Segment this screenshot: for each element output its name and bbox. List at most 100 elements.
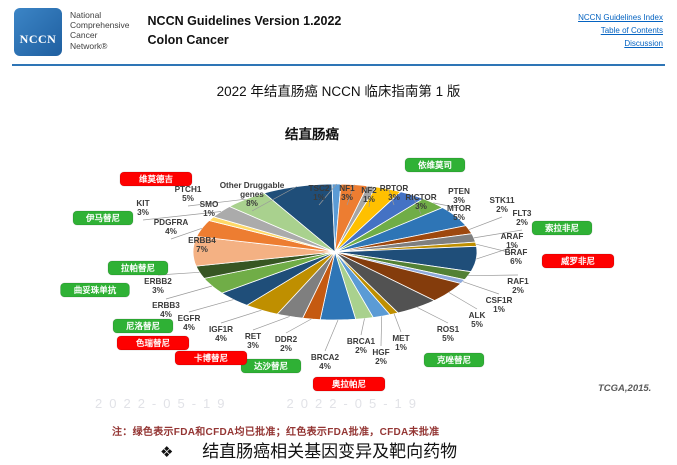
gene-label-SMO: SMO	[200, 200, 219, 209]
gene-label-BRAF: 6%	[510, 257, 523, 266]
pie-slice-KIT	[212, 206, 336, 253]
gene-label-STK11: STK11	[489, 196, 514, 205]
pie-slice-BRCA1	[334, 251, 374, 320]
drug-label-色瑞替尼: 色瑞替尼	[136, 338, 171, 348]
caption-text: 结直肠癌相关基因变异及靶向药物	[202, 442, 458, 461]
gene-label-PDGFRA: PDGFRA	[154, 218, 189, 227]
nccn-logo-text: NCCN	[19, 31, 57, 46]
drug-label-奥拉帕尼: 奥拉帕尼	[331, 379, 367, 389]
link-table-of-contents[interactable]: Table of Contents	[600, 25, 663, 35]
gene-label-MTOR: 5%	[453, 213, 466, 222]
link-discussion[interactable]: Discussion	[624, 38, 663, 48]
color-legend-note: 注：绿色表示FDA和CFDA均已批准；红色表示FDA批准，CFDA未批准	[112, 427, 440, 438]
gene-label-RPTOR: RPTOR	[380, 184, 409, 193]
leader-line-CSF1R	[462, 281, 500, 295]
drug-label-卡博替尼: 卡博替尼	[194, 353, 229, 363]
header: NCCN National Comprehensive Cancer Netwo…	[0, 0, 677, 70]
pie-slice-SMO	[208, 216, 336, 253]
drug-label-克唑替尼: 克唑替尼	[437, 355, 472, 365]
gene-label-PTEN: PTEN	[448, 187, 470, 196]
leader-line-KIT	[142, 211, 222, 221]
leader-line-ALK	[448, 292, 478, 310]
leader-line-TSC2	[318, 183, 337, 206]
leader-line-RAF1	[468, 274, 519, 277]
pie-slice-NF2	[334, 185, 377, 253]
slide-caption: ❖ 结直肠癌相关基因变异及靶向药物	[160, 437, 457, 462]
org-line: Cancer	[70, 30, 98, 41]
leader-line-PDGFRA	[170, 227, 203, 240]
org-line: Network®	[70, 40, 108, 51]
gene-label-RET: 3%	[247, 341, 260, 350]
gene-label-RICTOR: RICTOR	[405, 193, 436, 202]
gene-label-EGFR: 4%	[183, 323, 196, 332]
pie-slice-STK11	[334, 225, 473, 253]
gene-label-MET: MET	[392, 334, 409, 343]
header-links: NCCN Guidelines Index Table of Contents …	[578, 8, 663, 50]
page-title: 2022 年结直肠癌 NCCN 临床指南第 1 版	[216, 84, 461, 99]
drug-pill-威罗非尼	[541, 253, 615, 269]
gene-label-RAF1: RAF1	[507, 277, 529, 286]
gene-label-ERBB4: ERBB4	[188, 236, 216, 245]
leader-line-NF2	[368, 186, 373, 208]
gene-label-ARAF: 1%	[506, 241, 519, 250]
drug-pill-伊马替尼	[72, 210, 134, 226]
leader-line-DDR2	[285, 318, 312, 334]
gene-label-IGF1R: 4%	[215, 334, 228, 343]
cancer-type-title: Colon Cancer	[147, 32, 229, 47]
gene-label-ARAF: ARAF	[501, 232, 524, 241]
drug-pill-奥拉帕尼	[312, 376, 386, 392]
leader-line-PTCH1	[187, 198, 246, 207]
pie-slice-ERBB2	[195, 251, 336, 279]
gene-label-NF1: NF1	[339, 184, 355, 193]
guidelines-version-title: NCCN Guidelines Version 1.2022	[147, 14, 342, 28]
gene-label-TSC2: 1%	[313, 193, 326, 202]
pie-slice-CSF1R	[334, 251, 466, 284]
drug-pill-索拉非尼	[531, 220, 593, 236]
gene-label-HGF: 2%	[375, 357, 388, 366]
leader-line-STK11	[468, 216, 503, 230]
link-guidelines-index[interactable]: NCCN Guidelines Index	[578, 13, 663, 22]
leader-line-EGFR	[188, 299, 234, 313]
leader-line-ROS1	[417, 307, 449, 324]
drug-label-威罗非尼: 威罗非尼	[560, 256, 596, 266]
leader-line-BRAF	[476, 245, 517, 260]
gene-label-ERBB2: 3%	[152, 286, 165, 295]
drug-pill-维莫德吉	[119, 171, 193, 187]
gene-label-CSF1R: 1%	[493, 305, 506, 314]
gene-label-Other-Druggable-genes: 8%	[246, 199, 259, 208]
pie-slice-NF1	[334, 183, 369, 253]
pie-slice-IGF1R	[245, 251, 336, 315]
gene-label-RAF1: 2%	[512, 286, 525, 295]
drug-label-曲妥珠单抗: 曲妥珠单抗	[74, 285, 117, 295]
pie-slice-MET	[334, 251, 399, 316]
gene-label-ERBB2: ERBB2	[144, 277, 172, 286]
gene-label-STK11: 2%	[496, 205, 509, 214]
drug-label-尼洛替尼: 尼洛替尼	[126, 321, 161, 331]
gene-label-BRCA2: BRCA2	[311, 353, 340, 362]
drug-pill-卡博替尼	[174, 350, 248, 366]
leader-line-PTEN	[433, 202, 460, 209]
gene-label-BRCA1: BRCA1	[347, 337, 376, 346]
leader-line-IGF1R	[220, 309, 262, 324]
gene-label-PTCH1: 5%	[182, 194, 195, 203]
org-name: National Comprehensive Cancer Network®	[70, 8, 130, 51]
drug-pill-克唑替尼	[423, 352, 485, 368]
pie-slice-BRAF	[334, 245, 478, 273]
drug-label-索拉非尼: 索拉非尼	[545, 223, 580, 233]
gene-label-BRCA1: 2%	[355, 346, 368, 355]
gene-label-CSF1R: CSF1R	[486, 296, 513, 305]
watermark: 2022-05-19 2022-05-19	[95, 396, 423, 411]
nccn-logo: NCCN	[14, 8, 62, 56]
leader-line-RET	[252, 316, 290, 331]
gene-label-SMO: 1%	[203, 209, 216, 218]
gene-label-PTCH1: PTCH1	[175, 185, 202, 194]
gene-label-NF2: NF2	[361, 186, 377, 195]
pie-slice-PTCH1	[228, 192, 336, 253]
gene-label-KIT: KIT	[136, 199, 149, 208]
pie-slice-ERBB3	[203, 251, 336, 294]
gene-label-FLT3: FLT3	[513, 209, 532, 218]
pie-slice-ERBB4	[192, 236, 336, 267]
gene-label-RPTOR: 3%	[388, 193, 401, 202]
pie-slice-ARAF	[334, 241, 477, 253]
gene-label-PDGFRA: 4%	[165, 227, 178, 236]
